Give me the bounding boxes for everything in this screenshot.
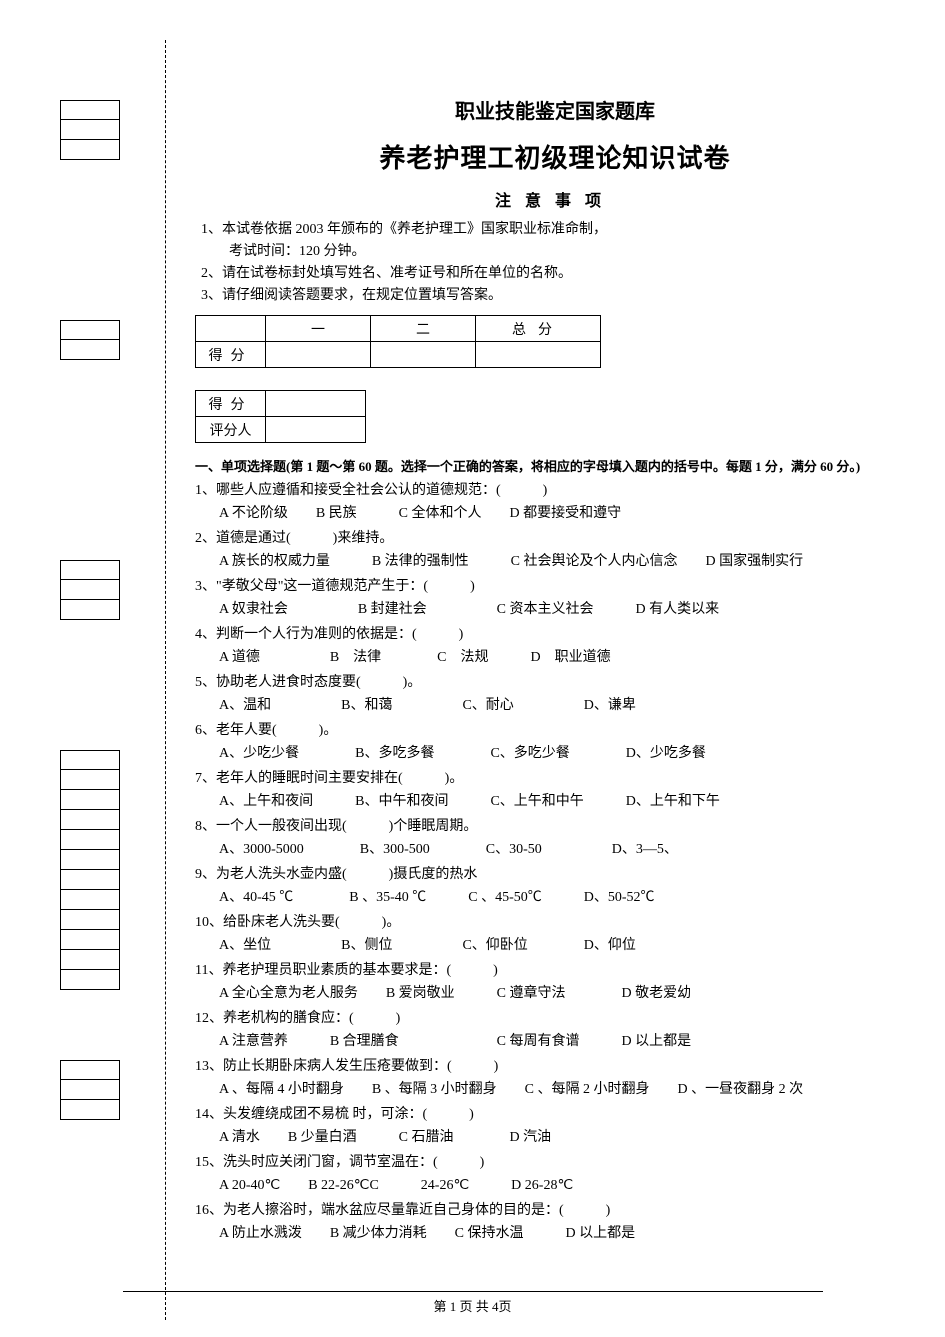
- margin-box: [60, 930, 120, 950]
- cell: [266, 342, 371, 368]
- main-content: 职业技能鉴定国家题库 养老护理工初级理论知识试卷 注意事项 1、本试卷依据 20…: [195, 95, 915, 1245]
- margin-box: [60, 600, 120, 620]
- notice-line: 考试时间：120 分钟。: [229, 241, 915, 263]
- cell: [266, 417, 366, 443]
- section-title: 一、单项选择题(第 1 题～第 60 题。选择一个正确的答案，将相应的字母填入题…: [195, 457, 915, 477]
- margin-box: [60, 870, 120, 890]
- question: 4、判断一个人行为准则的依据是：( ): [195, 623, 915, 646]
- question: 2、道德是通过( )来维持。: [195, 527, 915, 550]
- margin-box: [60, 1100, 120, 1120]
- options: A 、每隔 4 小时翻身 B 、每隔 3 小时翻身 C 、每隔 2 小时翻身 D…: [219, 1078, 915, 1101]
- cell: [196, 316, 266, 342]
- options: A 族长的权威力量 B 法律的强制性 C 社会舆论及个人内心信念 D 国家强制实…: [219, 550, 915, 573]
- question: 11、养老护理员职业素质的基本要求是：( ): [195, 959, 915, 982]
- options: A、上午和夜间 B、中午和夜间 C、上午和中午 D、上午和下午: [219, 790, 915, 813]
- cell: 总分: [476, 316, 601, 342]
- margin-box: [60, 770, 120, 790]
- question: 1、哪些人应遵循和接受全社会公认的道德规范：( ): [195, 479, 915, 502]
- question: 10、给卧床老人洗头要( )。: [195, 911, 915, 934]
- footer-divider: [123, 1291, 823, 1292]
- notice-line: 3、请仔细阅读答题要求，在规定位置填写答案。: [201, 285, 915, 307]
- page-footer: 第 1 页 共 4页: [0, 1291, 945, 1315]
- options: A 清水 B 少量白酒 C 石腊油 D 汽油: [219, 1126, 915, 1149]
- cell: 评分人: [196, 417, 266, 443]
- margin-box: [60, 1060, 120, 1080]
- options: A、温和 B、和蔼 C、耐心 D、谦卑: [219, 694, 915, 717]
- margin-box: [60, 100, 120, 120]
- cell: 得分: [196, 391, 266, 417]
- options: A、坐位 B、侧位 C、仰卧位 D、仰位: [219, 934, 915, 957]
- margin-box: [60, 140, 120, 160]
- cell: [476, 342, 601, 368]
- question: 13、防止长期卧床病人发生压疮要做到：( ): [195, 1055, 915, 1078]
- margin-box: [60, 560, 120, 580]
- options: A 道德 B 法律 C 法规 D 职业道德: [219, 646, 915, 669]
- options: A 奴隶社会 B 封建社会 C 资本主义社会 D 有人类以来: [219, 598, 915, 621]
- margin-box: [60, 580, 120, 600]
- cell: [371, 342, 476, 368]
- options: A 防止水溅泼 B 减少体力消耗 C 保持水温 D 以上都是: [219, 1222, 915, 1245]
- fold-line: [165, 40, 166, 1320]
- cell: 一: [266, 316, 371, 342]
- options: A 注意营养 B 合理膳食 C 每周有食谱 D 以上都是: [219, 1030, 915, 1053]
- margin-box: [60, 750, 120, 770]
- options: A 全心全意为老人服务 B 爱岗敬业 C 遵章守法 D 敬老爱幼: [219, 982, 915, 1005]
- cell: 二: [371, 316, 476, 342]
- subtitle: 职业技能鉴定国家题库: [195, 95, 915, 124]
- notice-line: 2、请在试卷标封处填写姓名、准考证号和所在单位的名称。: [201, 263, 915, 285]
- margin-box: [60, 970, 120, 990]
- question: 16、为老人擦浴时，端水盆应尽量靠近自己身体的目的是：( ): [195, 1199, 915, 1222]
- question: 15、洗头时应关闭门窗，调节室温在：( ): [195, 1151, 915, 1174]
- notice-line: 1、本试卷依据 2003 年颁布的《养老护理工》国家职业标准命制，: [201, 219, 915, 241]
- page-number: 第 1 页 共 4页: [433, 1299, 511, 1314]
- margin-box: [60, 1080, 120, 1100]
- question: 7、老年人的睡眠时间主要安排在( )。: [195, 767, 915, 790]
- question: 5、协助老人进食时态度要( )。: [195, 671, 915, 694]
- options: A 20-40℃ B 22-26℃C 24-26℃ D 26-28℃: [219, 1174, 915, 1197]
- question: 14、头发缠绕成团不易梳 时，可涂：( ): [195, 1103, 915, 1126]
- options: A、40-45 ℃ B 、35-40 ℃ C 、45-50℃ D、50-52℃: [219, 886, 915, 909]
- cell: [266, 391, 366, 417]
- question: 8、一个人一般夜间出现( )个睡眠周期。: [195, 815, 915, 838]
- question: 3、"孝敬父母"这一道德规范产生于：( ): [195, 575, 915, 598]
- margin-box: [60, 890, 120, 910]
- page-title: 养老护理工初级理论知识试卷: [195, 138, 915, 175]
- margin-boxes: [60, 100, 120, 1128]
- margin-box: [60, 830, 120, 850]
- score-table: 一 二 总分 得分: [195, 315, 601, 368]
- cell: 得分: [196, 342, 266, 368]
- margin-box: [60, 850, 120, 870]
- margin-box: [60, 950, 120, 970]
- margin-box: [60, 340, 120, 360]
- marker-table: 得分 评分人: [195, 390, 366, 443]
- margin-box: [60, 120, 120, 140]
- question: 12、养老机构的膳食应：( ): [195, 1007, 915, 1030]
- options: A、3000-5000 B、300-500 C、30-50 D、3—5、: [219, 838, 915, 861]
- margin-box: [60, 320, 120, 340]
- margin-box: [60, 910, 120, 930]
- margin-box: [60, 810, 120, 830]
- question: 6、老年人要( )。: [195, 719, 915, 742]
- question: 9、为老人洗头水壶内盛( )摄氏度的热水: [195, 863, 915, 886]
- options: A、少吃少餐 B、多吃多餐 C、多吃少餐 D、少吃多餐: [219, 742, 915, 765]
- notice-heading: 注意事项: [195, 187, 915, 211]
- options: A 不论阶级 B 民族 C 全体和个人 D 都要接受和遵守: [219, 502, 915, 525]
- margin-box: [60, 790, 120, 810]
